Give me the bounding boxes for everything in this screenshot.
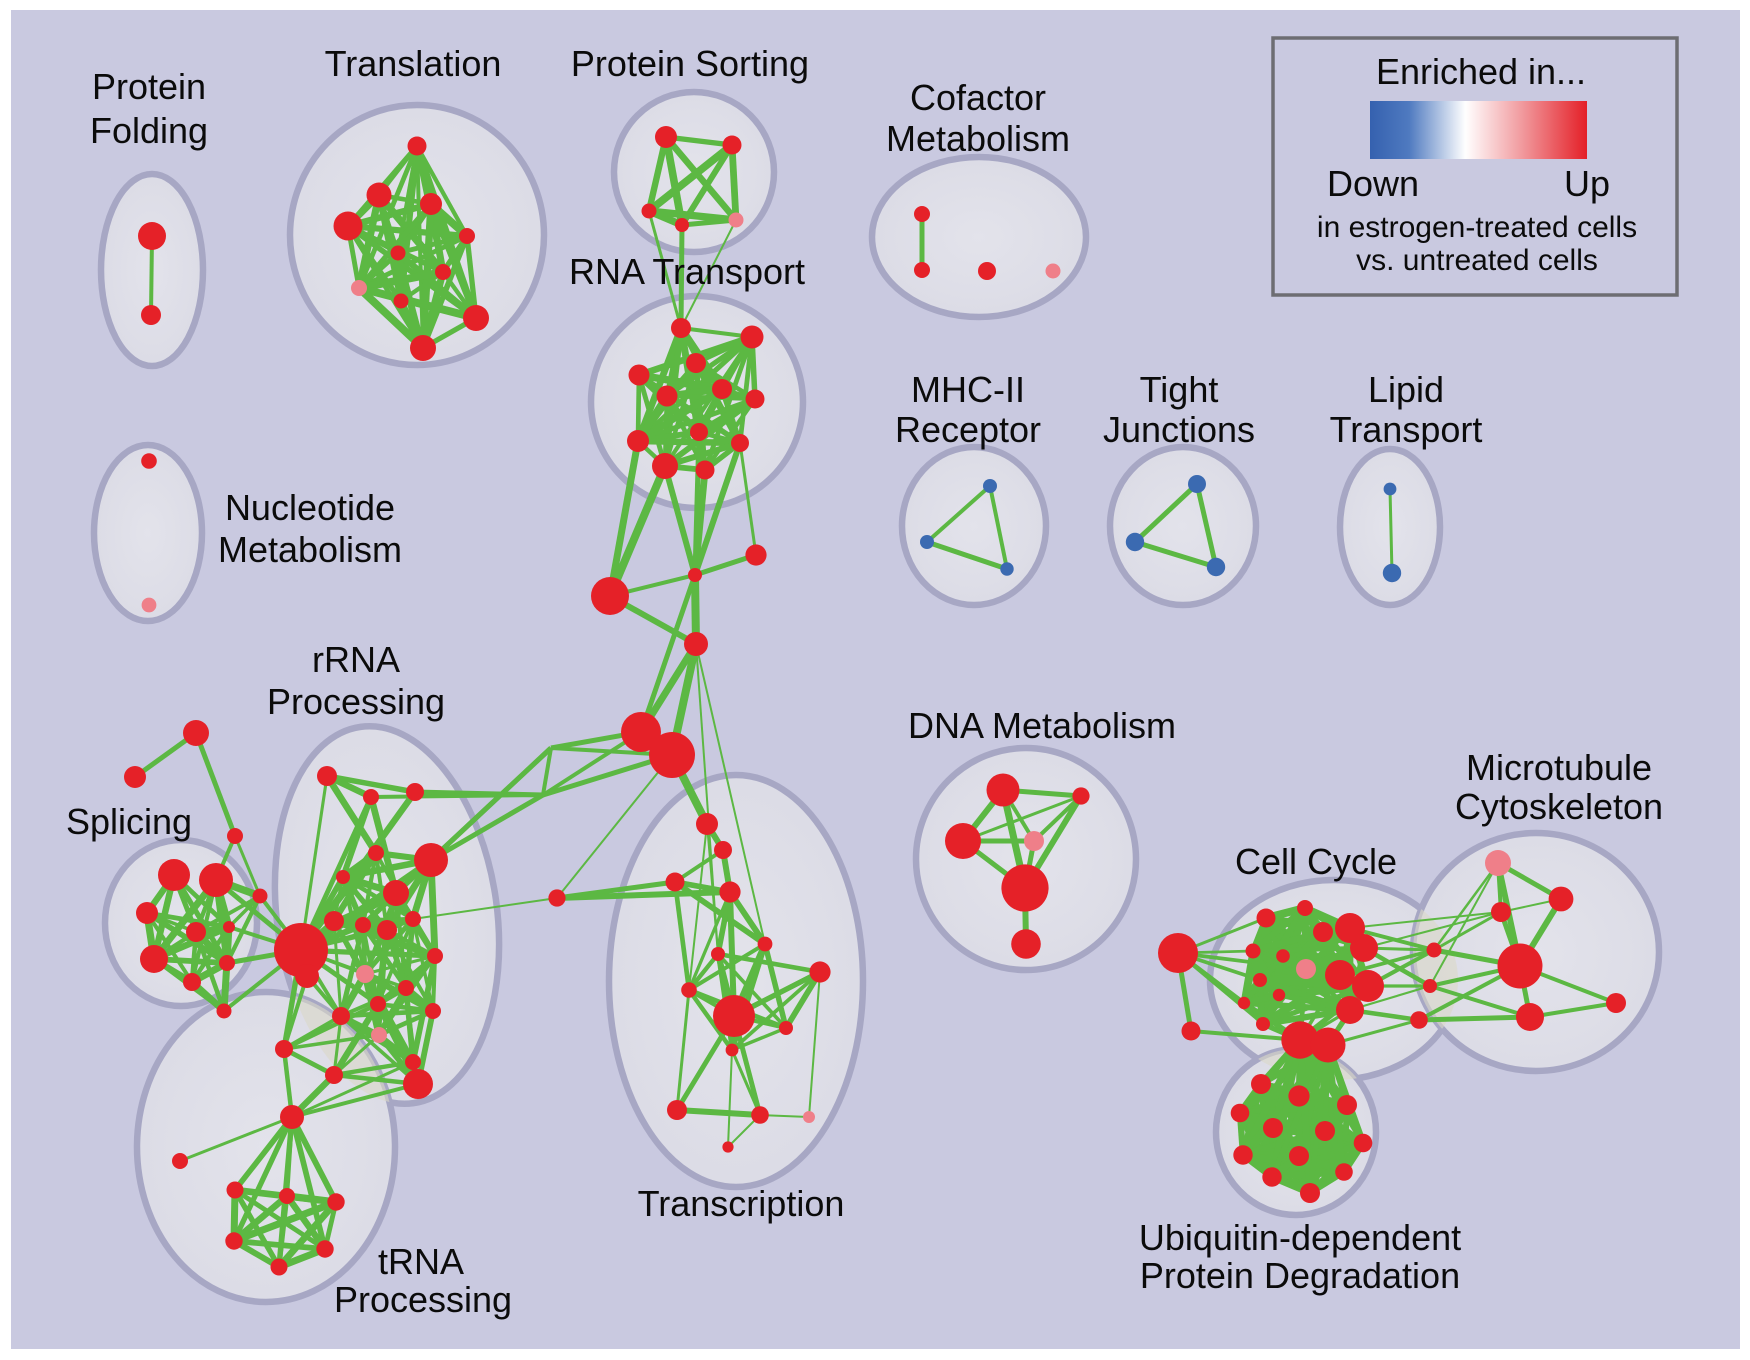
svg-text:DNA Metabolism: DNA Metabolism <box>908 705 1176 746</box>
svg-text:Down: Down <box>1327 163 1419 204</box>
svg-text:Splicing: Splicing <box>66 801 192 842</box>
svg-text:in estrogen-treated cells: in estrogen-treated cells <box>1317 211 1637 244</box>
svg-text:Processing: Processing <box>334 1279 512 1320</box>
svg-text:Up: Up <box>1564 163 1610 204</box>
svg-text:Lipid: Lipid <box>1368 369 1444 410</box>
svg-text:RNA Transport: RNA Transport <box>569 251 805 292</box>
svg-text:rRNA: rRNA <box>312 639 400 680</box>
svg-text:Metabolism: Metabolism <box>218 529 402 570</box>
svg-text:Protein Sorting: Protein Sorting <box>571 43 809 84</box>
svg-text:Protein Degradation: Protein Degradation <box>1140 1255 1460 1296</box>
svg-text:Nucleotide: Nucleotide <box>225 487 395 528</box>
svg-text:Receptor: Receptor <box>895 409 1041 450</box>
svg-text:Folding: Folding <box>90 110 208 151</box>
svg-text:tRNA: tRNA <box>378 1241 464 1282</box>
svg-text:Cell Cycle: Cell Cycle <box>1235 841 1397 882</box>
svg-text:Transport: Transport <box>1330 409 1483 450</box>
svg-text:Cytoskeleton: Cytoskeleton <box>1455 786 1663 827</box>
svg-text:Protein: Protein <box>92 66 206 107</box>
svg-text:vs. untreated cells: vs. untreated cells <box>1356 244 1598 277</box>
svg-text:Cofactor: Cofactor <box>910 77 1046 118</box>
svg-text:Processing: Processing <box>267 681 445 722</box>
svg-text:Enriched in...: Enriched in... <box>1376 51 1586 92</box>
svg-text:Translation: Translation <box>325 43 502 84</box>
svg-text:Transcription: Transcription <box>638 1183 845 1224</box>
svg-text:Microtubule: Microtubule <box>1466 747 1652 788</box>
svg-text:Ubiquitin-dependent: Ubiquitin-dependent <box>1139 1217 1461 1258</box>
svg-text:Metabolism: Metabolism <box>886 118 1070 159</box>
svg-text:Tight: Tight <box>1140 369 1219 410</box>
svg-text:Junctions: Junctions <box>1103 409 1255 450</box>
svg-text:MHC-II: MHC-II <box>911 369 1025 410</box>
